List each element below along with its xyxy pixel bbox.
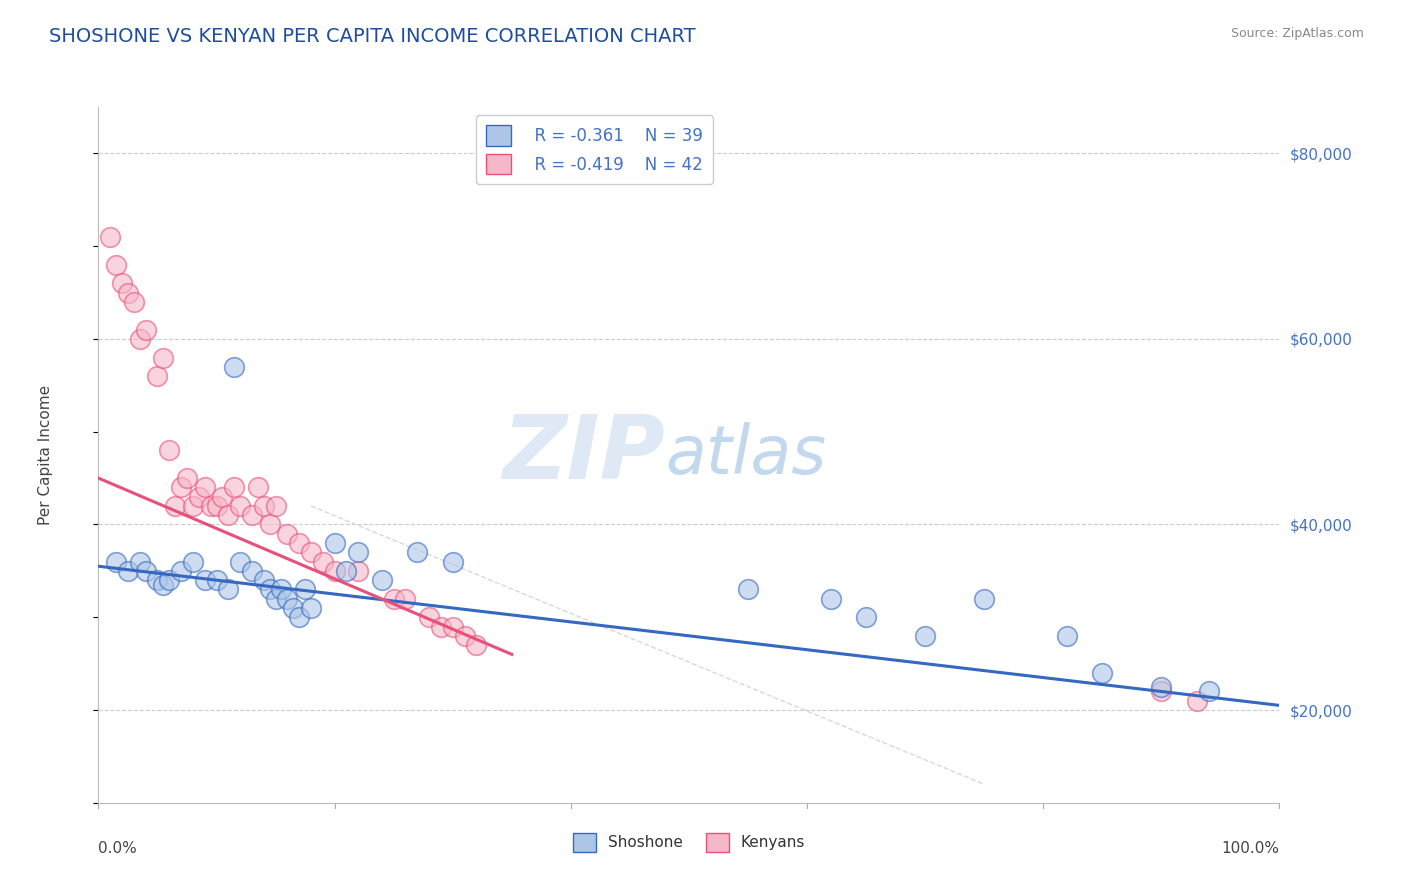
Point [146, 369, 169, 384]
Point [1150, 684, 1173, 698]
Point [105, 258, 128, 272]
Point [323, 564, 346, 578]
Point [194, 480, 217, 494]
Point [288, 610, 311, 624]
Point [224, 480, 246, 494]
Point [128, 332, 150, 346]
Text: ZIP: ZIP [502, 411, 665, 499]
Point [737, 582, 759, 597]
Point [347, 564, 370, 578]
Text: 0.0%: 0.0% [98, 841, 138, 856]
Point [181, 499, 204, 513]
Point [211, 490, 233, 504]
Point [276, 526, 298, 541]
Point [418, 610, 440, 624]
Point [270, 582, 292, 597]
Point [205, 499, 228, 513]
Point [135, 323, 157, 337]
Point [264, 591, 287, 606]
Point [394, 591, 416, 606]
Point [157, 443, 180, 458]
Point [1198, 684, 1220, 698]
Point [465, 638, 488, 652]
Point [205, 573, 228, 587]
Point [1185, 694, 1208, 708]
Point [288, 536, 311, 550]
Point [117, 285, 139, 300]
Point [1150, 680, 1173, 694]
Point [165, 499, 187, 513]
Point [170, 564, 193, 578]
Point [200, 499, 222, 513]
Point [253, 573, 276, 587]
Point [441, 619, 464, 633]
Point [240, 508, 263, 523]
Point [240, 564, 263, 578]
Point [157, 573, 180, 587]
Text: Source: ZipAtlas.com: Source: ZipAtlas.com [1230, 27, 1364, 40]
Point [105, 555, 128, 569]
Point [312, 555, 335, 569]
Point [229, 499, 252, 513]
Point [294, 582, 316, 597]
Point [973, 591, 995, 606]
Point [259, 517, 281, 532]
Text: Per Capita Income: Per Capita Income [38, 384, 53, 525]
Legend: Shoshone, Kenyans: Shoshone, Kenyans [567, 827, 811, 858]
Point [382, 591, 405, 606]
Point [246, 480, 269, 494]
Point [453, 629, 475, 643]
Point [253, 499, 276, 513]
Point [406, 545, 429, 559]
Point [441, 555, 464, 569]
Point [914, 629, 936, 643]
Text: atlas: atlas [665, 422, 827, 488]
Point [283, 601, 305, 615]
Point [217, 508, 239, 523]
Point [323, 536, 346, 550]
Point [176, 471, 198, 485]
Point [98, 230, 121, 244]
Point [181, 555, 204, 569]
Point [217, 582, 239, 597]
Text: 100.0%: 100.0% [1222, 841, 1279, 856]
Point [152, 351, 174, 365]
Point [299, 545, 322, 559]
Point [128, 555, 150, 569]
Point [117, 564, 139, 578]
Point [152, 578, 174, 592]
Point [111, 277, 134, 291]
Point [135, 564, 157, 578]
Point [170, 480, 193, 494]
Point [347, 545, 370, 559]
Point [264, 499, 287, 513]
Point [335, 564, 357, 578]
Point [224, 359, 246, 374]
Point [146, 573, 169, 587]
Point [299, 601, 322, 615]
Point [229, 555, 252, 569]
Point [187, 490, 209, 504]
Point [430, 619, 453, 633]
Point [855, 610, 877, 624]
Point [122, 294, 145, 309]
Point [259, 582, 281, 597]
Point [1056, 629, 1078, 643]
Text: SHOSHONE VS KENYAN PER CAPITA INCOME CORRELATION CHART: SHOSHONE VS KENYAN PER CAPITA INCOME COR… [49, 27, 696, 45]
Point [194, 573, 217, 587]
Point [276, 591, 298, 606]
Point [371, 573, 394, 587]
Point [1091, 665, 1114, 680]
Point [820, 591, 842, 606]
